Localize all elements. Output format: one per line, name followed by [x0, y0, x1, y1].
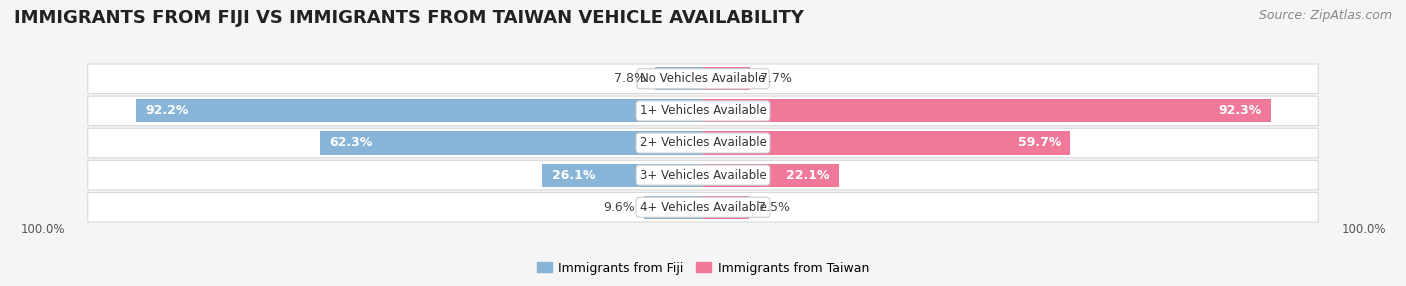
Text: 2+ Vehicles Available: 2+ Vehicles Available	[640, 136, 766, 150]
Bar	[319, 132, 703, 154]
Text: 92.2%: 92.2%	[145, 104, 188, 117]
Text: 92.3%: 92.3%	[1218, 104, 1261, 117]
Bar	[655, 67, 703, 90]
Bar	[644, 196, 703, 219]
Bar	[136, 99, 703, 122]
Text: 59.7%: 59.7%	[1018, 136, 1062, 150]
Text: 100.0%: 100.0%	[20, 223, 65, 236]
Text: IMMIGRANTS FROM FIJI VS IMMIGRANTS FROM TAIWAN VEHICLE AVAILABILITY: IMMIGRANTS FROM FIJI VS IMMIGRANTS FROM …	[14, 9, 804, 27]
Bar	[703, 196, 749, 219]
FancyBboxPatch shape	[87, 64, 1319, 94]
Text: 26.1%: 26.1%	[551, 169, 595, 182]
Bar	[703, 164, 839, 187]
FancyBboxPatch shape	[87, 96, 1319, 126]
Text: 7.7%: 7.7%	[759, 72, 792, 85]
Text: 3+ Vehicles Available: 3+ Vehicles Available	[640, 169, 766, 182]
Legend: Immigrants from Fiji, Immigrants from Taiwan: Immigrants from Fiji, Immigrants from Ta…	[531, 257, 875, 279]
Text: No Vehicles Available: No Vehicles Available	[640, 72, 766, 85]
Text: 7.5%: 7.5%	[758, 201, 790, 214]
FancyBboxPatch shape	[87, 192, 1319, 222]
Text: 62.3%: 62.3%	[329, 136, 373, 150]
Text: Source: ZipAtlas.com: Source: ZipAtlas.com	[1258, 9, 1392, 21]
Bar	[703, 67, 751, 90]
Text: 22.1%: 22.1%	[786, 169, 830, 182]
Bar	[543, 164, 703, 187]
FancyBboxPatch shape	[87, 128, 1319, 158]
Bar	[703, 99, 1271, 122]
Text: 1+ Vehicles Available: 1+ Vehicles Available	[640, 104, 766, 117]
Text: 7.8%: 7.8%	[614, 72, 645, 85]
Text: 9.6%: 9.6%	[603, 201, 634, 214]
Bar	[703, 132, 1070, 154]
Text: 4+ Vehicles Available: 4+ Vehicles Available	[640, 201, 766, 214]
FancyBboxPatch shape	[87, 160, 1319, 190]
Text: 100.0%: 100.0%	[1341, 223, 1386, 236]
